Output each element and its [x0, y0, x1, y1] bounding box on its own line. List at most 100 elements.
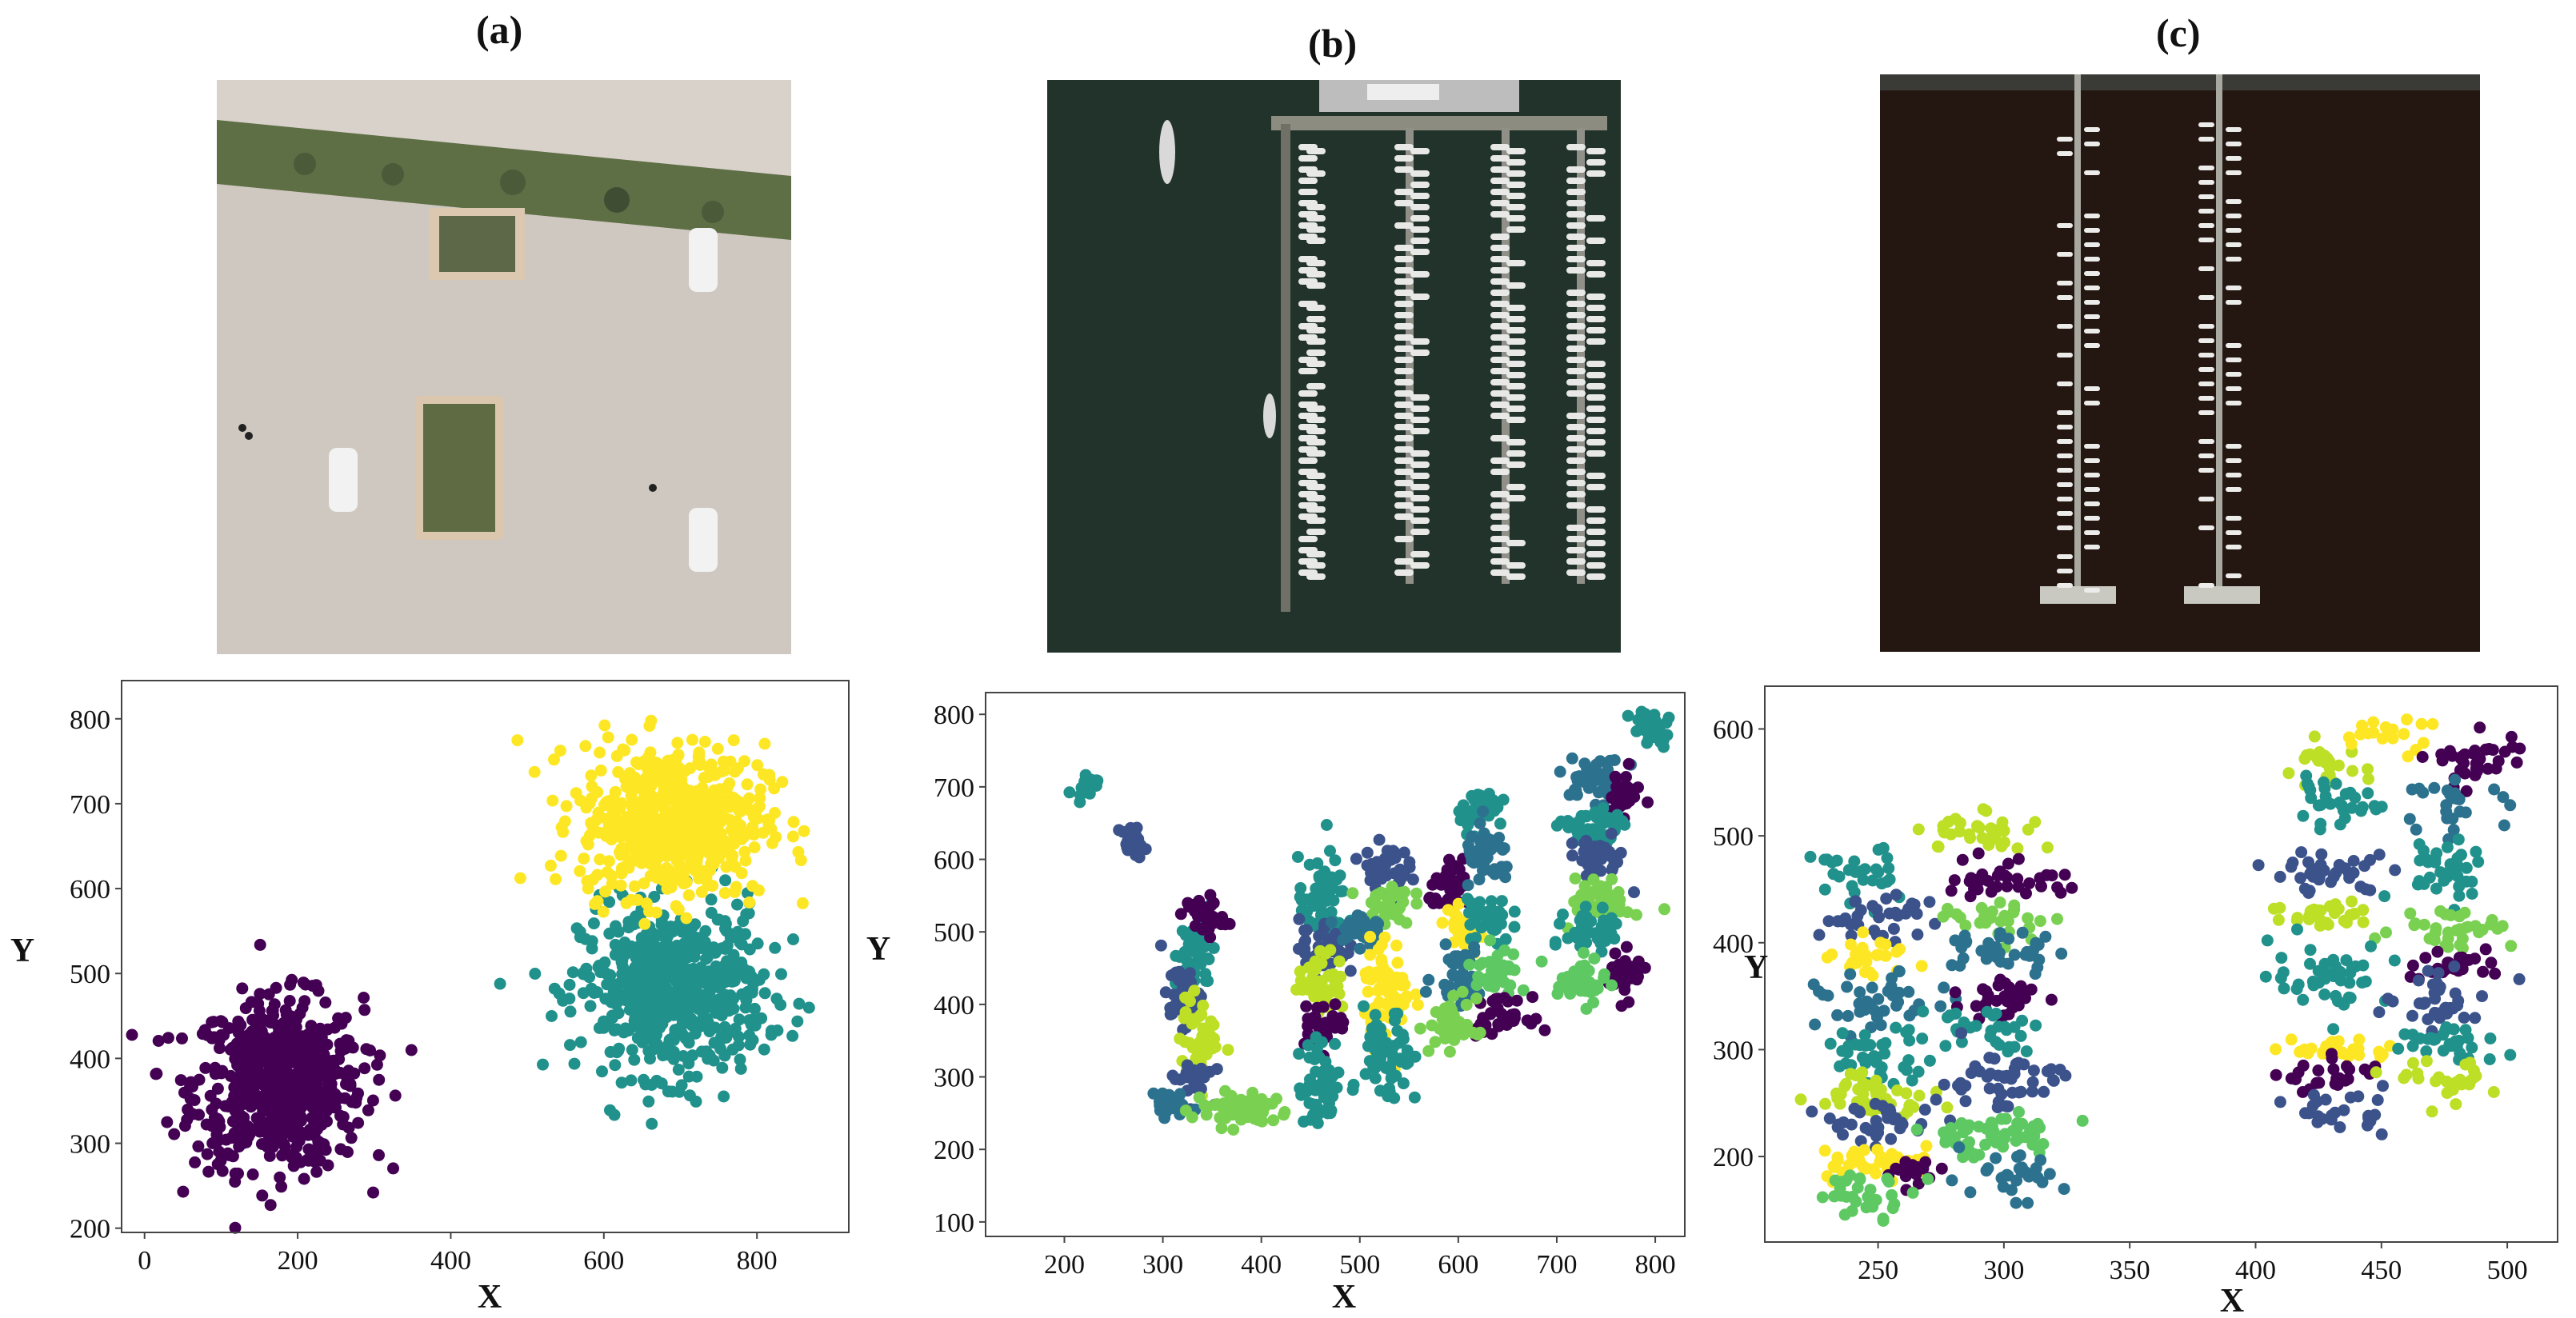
scatter-point [1841, 981, 1854, 993]
scatter-point [2356, 719, 2368, 732]
scatter-point [345, 1132, 358, 1144]
scatter-point [389, 1089, 402, 1102]
scatter-point [1508, 905, 1521, 918]
scatter-point [537, 1058, 549, 1071]
scatter-point [2432, 967, 2445, 980]
scatter-point [730, 881, 742, 893]
scatter-point [1836, 1027, 1849, 1040]
scatter-point [275, 1180, 288, 1193]
scatter-point [239, 1134, 252, 1147]
scatter-point [666, 1085, 678, 1098]
scatter-point [1833, 1118, 1845, 1131]
scatter-point [1941, 902, 1954, 915]
scatter-point [152, 1035, 165, 1047]
x-tick-label: 450 [2361, 1256, 2402, 1285]
scatter-point [2034, 915, 2046, 928]
scatter-point [1606, 817, 1618, 829]
scatter-point [2314, 799, 2327, 812]
scatter-point [1079, 769, 1092, 781]
scatter-point [2504, 799, 2517, 812]
scatter-point [1617, 786, 1630, 799]
scatter-point [707, 1054, 720, 1067]
scatter-point [586, 873, 599, 886]
scatter-point [1364, 930, 1377, 943]
scatter-point [2459, 1058, 2472, 1071]
cluster-30 [2373, 960, 2526, 1037]
scatter-point [787, 816, 800, 829]
scatter-point [2018, 1058, 2030, 1071]
scatter-point [350, 1096, 362, 1109]
scatter-point [1579, 810, 1592, 823]
scatter-point [189, 1156, 202, 1168]
scatter-point [2313, 904, 2326, 917]
scatter-point [765, 1028, 778, 1041]
scatter-point [1886, 989, 1899, 1002]
scatter-point [1995, 1112, 2008, 1125]
scatter-point [2428, 781, 2441, 794]
scatter-point [1974, 873, 1987, 886]
scatter-point [1588, 953, 1601, 965]
scatter-point [337, 1118, 350, 1131]
scatter-point [720, 794, 733, 807]
scatter-point [2459, 1024, 2472, 1036]
panel-label-a: (a) [476, 7, 523, 52]
scatter-point [710, 828, 722, 841]
scatter-point [758, 737, 771, 750]
scatter-point [666, 953, 678, 966]
scatter-point [306, 1101, 318, 1113]
cluster-34 [2370, 1055, 2500, 1118]
scatter-point [1302, 961, 1315, 974]
scatter-point [723, 777, 736, 789]
scatter-point [2454, 764, 2466, 777]
scatter-point [1463, 958, 1476, 971]
y-tick-label: 700 [934, 773, 974, 803]
scatter-point [1562, 970, 1575, 983]
scatter-point [2058, 869, 2071, 881]
scatter-point [716, 1061, 729, 1074]
scatter-point [1818, 1144, 1831, 1157]
scatter-point [1609, 947, 1622, 960]
scatter-point [2318, 756, 2331, 769]
scatter-point [1481, 916, 1494, 929]
scatter-point [1846, 1204, 1858, 1217]
scatter-point [1386, 881, 1398, 893]
scatter-point [2441, 841, 2454, 853]
scatter-point [312, 985, 325, 997]
scatter-point [1179, 945, 1192, 958]
scatter-point [2051, 913, 2063, 925]
scatter-point [1456, 969, 1469, 981]
scatter-point [1959, 1095, 1972, 1108]
scatter-point [184, 1092, 197, 1105]
scatter-point [2458, 1011, 2470, 1024]
scatter-point [1642, 796, 1654, 809]
scatter-point [1204, 931, 1217, 944]
scatter-point [718, 887, 731, 900]
cluster-8 [1179, 1084, 1291, 1136]
scatter-point [2313, 977, 2326, 989]
x-tick-label: 200 [278, 1246, 318, 1276]
scatter-point [206, 1104, 218, 1116]
scatter-point [1809, 1018, 1822, 1031]
scatter-point [1598, 972, 1610, 984]
scatter-point [1410, 897, 1423, 910]
scatter-point [2274, 1096, 2286, 1108]
scatter-point [1382, 968, 1394, 981]
scatter-point [2398, 1028, 2411, 1040]
scatter-point [1398, 846, 1410, 859]
scatter-point [1293, 913, 1306, 925]
x-tick-label: 700 [1536, 1250, 1577, 1280]
scatter-point [1985, 942, 1998, 955]
scatter-point [608, 813, 621, 825]
scatter-point [731, 762, 744, 775]
scatter-point [1554, 765, 1566, 778]
cluster-32 [2392, 1021, 2517, 1066]
scatter-point [1454, 814, 1467, 827]
scatter-point [2342, 1050, 2355, 1063]
scatter-point [1956, 853, 1969, 866]
scatter-point [1205, 1015, 1218, 1028]
scatter-point [358, 1004, 371, 1016]
scatter-point [405, 1044, 418, 1056]
cluster-19 [1453, 788, 1510, 845]
scatter-point [1449, 908, 1461, 921]
scatter-point [754, 783, 767, 796]
